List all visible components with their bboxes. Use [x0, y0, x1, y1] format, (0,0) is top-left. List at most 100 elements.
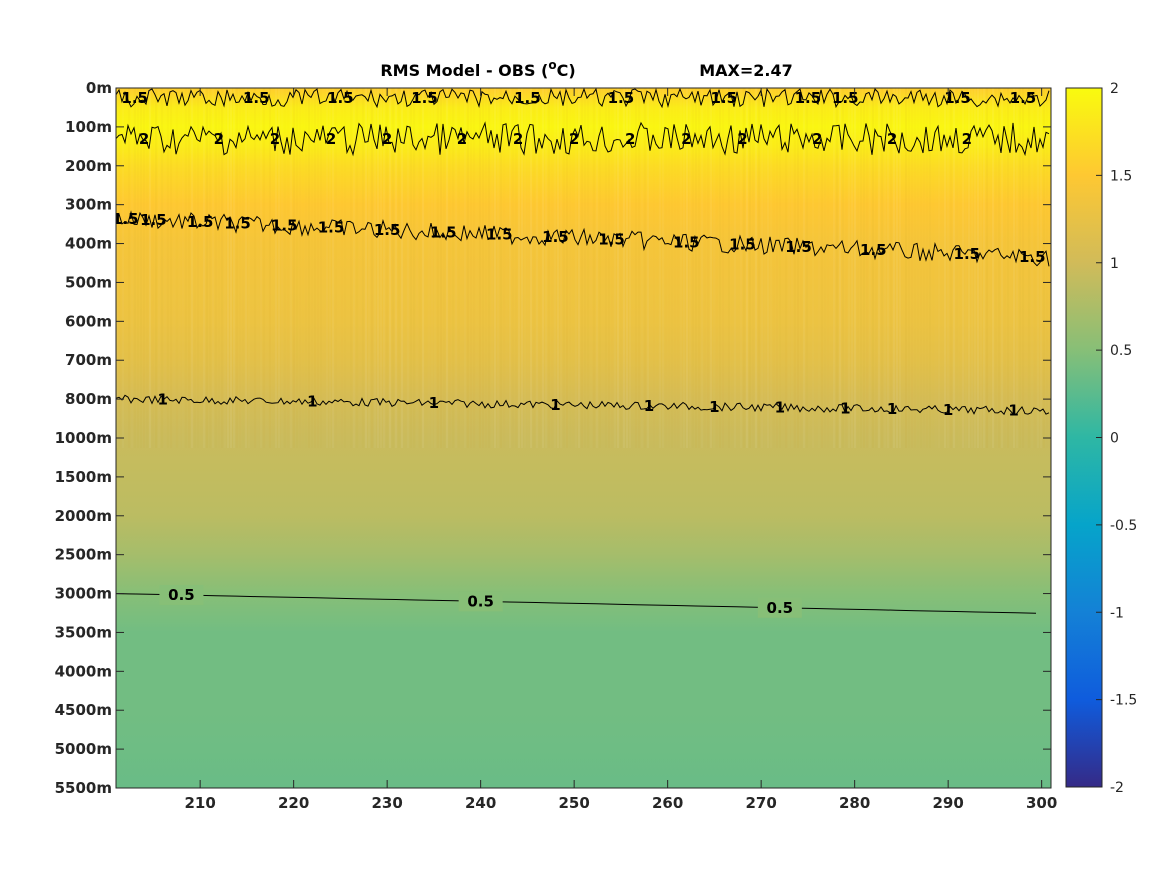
x-tick-label: 240	[465, 794, 496, 812]
contour-label: 2	[812, 130, 822, 148]
texture-streak	[554, 88, 556, 448]
texture-streak	[518, 88, 520, 448]
texture-streak	[1037, 88, 1039, 448]
texture-streak	[878, 88, 880, 448]
texture-streak	[710, 88, 712, 448]
y-tick-label: 400m	[65, 235, 112, 253]
texture-streak	[482, 88, 484, 448]
max-annotation: MAX=2.47	[699, 61, 793, 80]
contour-label: 1	[887, 400, 897, 418]
texture-streak	[503, 88, 505, 448]
texture-streak	[899, 88, 901, 448]
y-tick-label: 5000m	[55, 740, 112, 758]
y-tick-label: 3000m	[55, 585, 112, 603]
texture-streak	[536, 88, 538, 448]
texture-streak	[659, 88, 661, 448]
texture-streak	[653, 88, 655, 448]
y-tick-label: 1500m	[55, 468, 112, 486]
y-tick-label: 300m	[65, 196, 112, 214]
texture-streak	[806, 88, 808, 448]
texture-streak	[983, 88, 985, 448]
texture-streak	[176, 88, 178, 448]
contour-label: 2	[139, 130, 149, 148]
texture-streak	[155, 88, 157, 448]
contour-label: 1	[775, 399, 785, 417]
texture-streak	[980, 88, 982, 448]
texture-streak	[872, 88, 874, 448]
texture-streak	[797, 88, 799, 448]
colorbar-tick-label: -0.5	[1110, 518, 1137, 534]
contour-label: 1.5	[243, 89, 270, 107]
colorbar: 2 1.5 1 0.5 0 -0.5 -1 -1.5 -2	[1065, 81, 1137, 796]
texture-streak	[356, 88, 358, 448]
texture-streak	[128, 88, 130, 448]
texture-streak	[722, 88, 724, 448]
texture-streak	[308, 88, 310, 448]
texture-streak	[1016, 88, 1018, 448]
contour-label: 1.5	[608, 89, 635, 107]
texture-streak	[191, 88, 193, 448]
texture-streak	[851, 88, 853, 448]
colorbar-tick-label: 2	[1110, 81, 1119, 97]
texture-streak	[398, 88, 400, 448]
texture-streak	[275, 88, 277, 448]
colorbar-tick-label: 1.5	[1110, 168, 1132, 184]
texture-streak	[599, 88, 601, 448]
texture-streak	[314, 88, 316, 448]
texture-streak	[794, 88, 796, 448]
contour-label: 1.5	[430, 223, 457, 241]
texture-streak	[239, 88, 241, 448]
texture-streak	[263, 88, 265, 448]
contour-label: 1.5	[187, 213, 214, 231]
x-tick-label: 220	[278, 794, 309, 812]
texture-streak	[437, 88, 439, 448]
texture-streak	[896, 88, 898, 448]
texture-streak	[821, 88, 823, 448]
contour-label: 2	[887, 130, 897, 148]
contour-label: 1.5	[514, 89, 541, 107]
texture-streak	[629, 88, 631, 448]
texture-streak	[917, 88, 919, 448]
x-tick-label: 300	[1026, 794, 1057, 812]
texture-streak	[566, 88, 568, 448]
contour-label: 1.5	[1019, 248, 1046, 266]
texture-streak	[473, 88, 475, 448]
contour-label: 1.5	[140, 211, 167, 229]
contour-label-gap	[757, 597, 802, 618]
texture-streak	[221, 88, 223, 448]
texture-streak	[998, 88, 1000, 448]
texture-streak	[413, 88, 415, 448]
texture-streak	[1019, 88, 1021, 448]
texture-streak	[485, 88, 487, 448]
texture-streak	[392, 88, 394, 448]
texture-streak	[608, 88, 610, 448]
texture-streak	[362, 88, 364, 448]
texture-streak	[905, 88, 907, 448]
texture-streak	[605, 88, 607, 448]
texture-streak	[521, 88, 523, 448]
x-tick-label: 280	[839, 794, 870, 812]
contour-label: 1	[840, 399, 850, 417]
contour-label: 1.5	[944, 89, 971, 107]
texture-streak	[260, 88, 262, 448]
texture-streak	[623, 88, 625, 448]
texture-streak	[506, 88, 508, 448]
y-tick-label: 5500m	[55, 779, 112, 797]
texture-streak	[416, 88, 418, 448]
texture-streak	[665, 88, 667, 448]
texture-streak	[1025, 88, 1027, 448]
y-tick-label: 200m	[65, 157, 112, 175]
texture-streak	[992, 88, 994, 448]
y-tick-label: 3500m	[55, 623, 112, 641]
colorbar-ticks: 2 1.5 1 0.5 0 -0.5 -1 -1.5 -2	[1096, 81, 1137, 796]
y-tick-label: 2000m	[55, 507, 112, 525]
texture-streak	[152, 88, 154, 448]
texture-streak	[509, 88, 511, 448]
colorbar-tick-label: 0	[1110, 431, 1119, 447]
texture-streak	[446, 88, 448, 448]
colorbar-tick-label: 1	[1110, 256, 1119, 272]
texture-streak	[452, 88, 454, 448]
texture-streak	[122, 88, 124, 448]
contour-label: 1.5	[795, 89, 822, 107]
